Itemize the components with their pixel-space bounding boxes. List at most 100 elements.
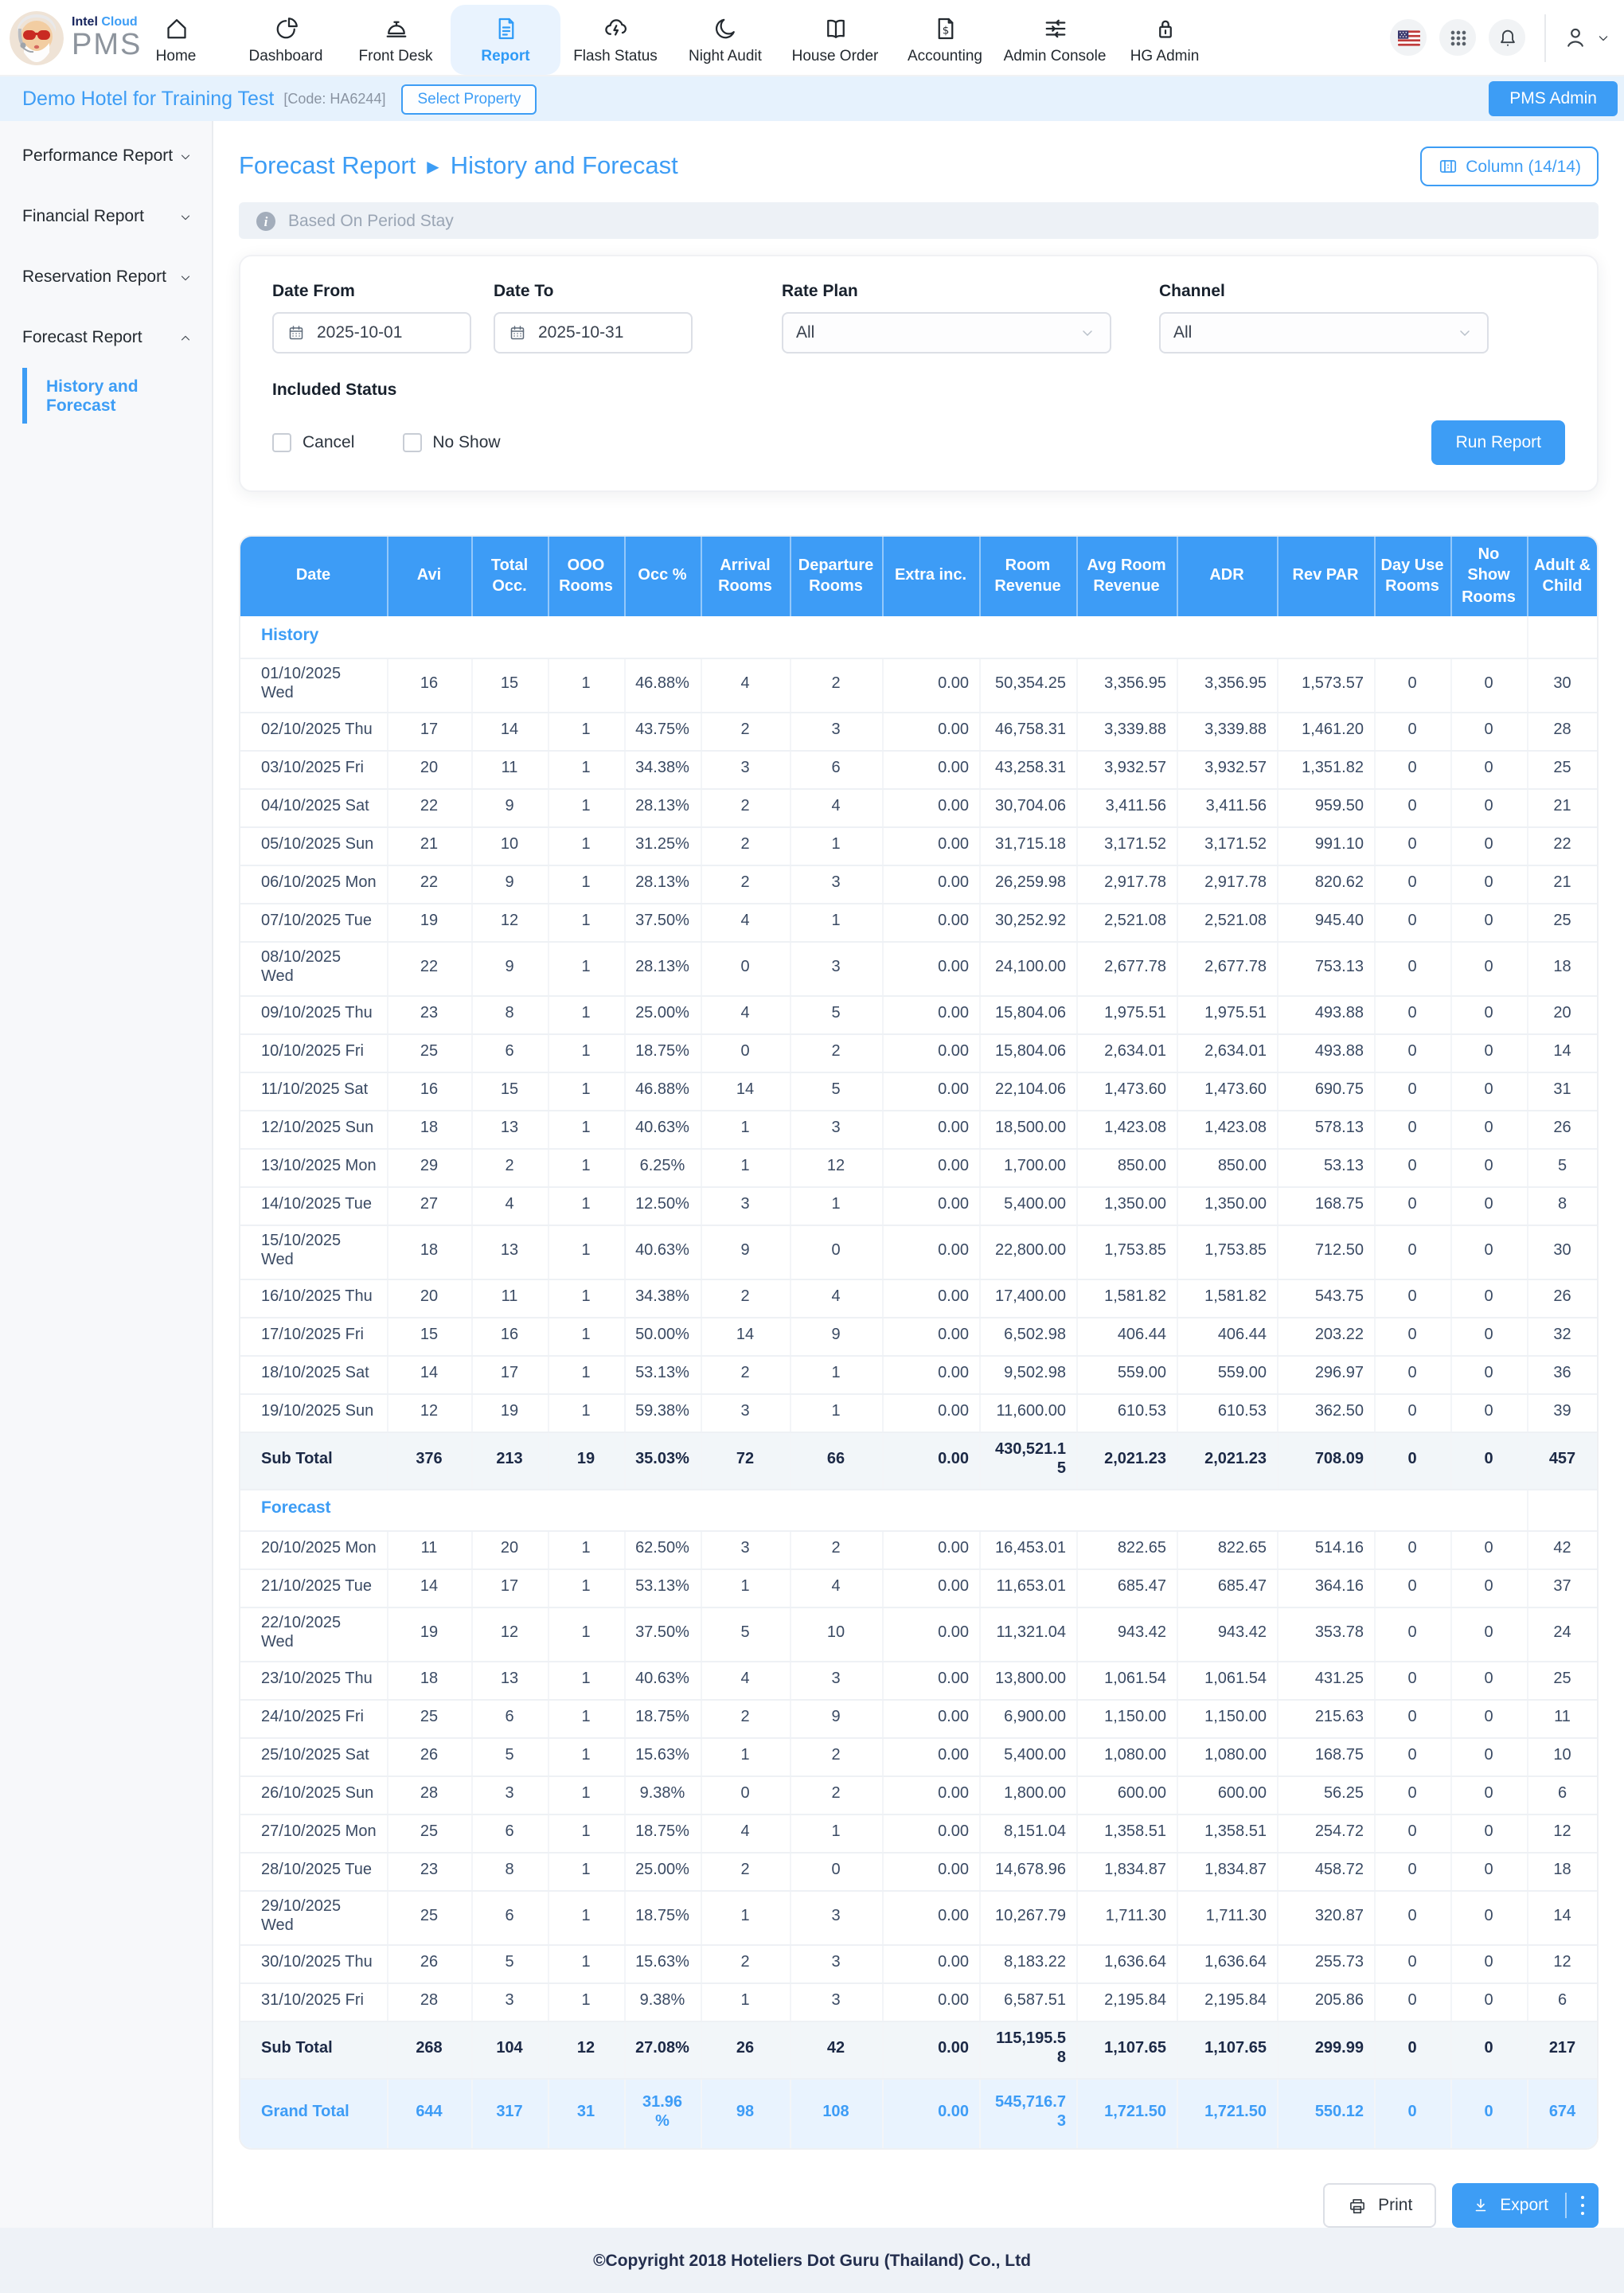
- nav-item-accounting[interactable]: $ Accounting: [890, 4, 1000, 74]
- cancel-checkbox[interactable]: Cancel: [272, 433, 354, 452]
- value-cell: 0: [1450, 1355, 1528, 1394]
- row-label-cell: 01/10/2025 Wed: [240, 658, 388, 713]
- nav-item-flash-status[interactable]: Flash Status: [560, 4, 670, 74]
- user-menu[interactable]: [1562, 24, 1611, 51]
- select-property-button[interactable]: Select Property: [401, 84, 537, 114]
- value-cell: 945.40: [1277, 903, 1375, 942]
- value-cell: 34.38%: [624, 750, 701, 789]
- nav-item-night-audit[interactable]: Night Audit: [670, 4, 780, 74]
- value-cell: 22,800.00: [979, 1225, 1077, 1279]
- value-cell: 28.13%: [624, 865, 701, 904]
- table-row: 25/10/2025 Sat 26 5 1 15.63% 1 2 0.00 5,400.00 1,…: [240, 1737, 1597, 1776]
- front-desk-icon: [381, 14, 410, 42]
- value-cell: 1,350.00: [1177, 1186, 1278, 1225]
- included-status-label: Included Status: [272, 381, 397, 400]
- value-cell: 0: [1374, 1530, 1451, 1569]
- value-cell: 14: [387, 1568, 472, 1607]
- value-cell: 6,900.00: [979, 1699, 1077, 1738]
- pms-admin-button[interactable]: PMS Admin: [1489, 81, 1618, 116]
- value-cell: 17,400.00: [979, 1279, 1077, 1318]
- printer-icon: [1349, 2198, 1364, 2213]
- value-cell: 18.75%: [624, 1033, 701, 1072]
- column-selector-button[interactable]: Column (14/14): [1419, 146, 1599, 186]
- rate-plan-select[interactable]: All: [782, 312, 1111, 354]
- value-cell: 0: [1374, 1699, 1451, 1738]
- value-cell: 14,678.96: [979, 1852, 1077, 1891]
- value-cell: 1: [548, 1982, 625, 2022]
- value-cell: 1: [548, 1944, 625, 1983]
- value-cell: 6: [790, 750, 883, 789]
- value-cell: 2: [701, 826, 791, 865]
- value-cell: 6: [471, 1699, 548, 1738]
- nav-item-house-order[interactable]: House Order: [780, 4, 890, 74]
- value-cell: 3,339.88: [1177, 712, 1278, 751]
- apps-grid-button[interactable]: [1439, 19, 1476, 56]
- value-cell: 62.50%: [624, 1530, 701, 1569]
- sidebar-item-forecast-report[interactable]: Forecast Report: [0, 307, 212, 368]
- value-cell: 5: [790, 1072, 883, 1111]
- value-cell: 1: [548, 1279, 625, 1318]
- column-header: Occ %: [624, 537, 701, 616]
- notifications-button[interactable]: [1489, 19, 1525, 56]
- sidebar-item-reservation-report[interactable]: Reservation Report: [0, 247, 212, 307]
- value-cell: 4: [701, 658, 791, 713]
- value-cell: 1: [548, 826, 625, 865]
- column-header: Avg Room Revenue: [1076, 537, 1177, 616]
- date-from-input[interactable]: 2025-10-01: [272, 312, 471, 354]
- value-cell: 0.00: [882, 1568, 980, 1607]
- accounting-icon: $: [931, 14, 959, 42]
- value-cell: 0: [1450, 865, 1528, 904]
- value-cell: 2,677.78: [1177, 941, 1278, 996]
- nav-item-front-desk[interactable]: Front Desk: [341, 4, 451, 74]
- sidebar-item-financial-report[interactable]: Financial Report: [0, 186, 212, 247]
- run-report-button[interactable]: Run Report: [1431, 420, 1565, 465]
- channel-field: Channel All: [1159, 282, 1489, 354]
- value-cell: 543.75: [1277, 1279, 1375, 1318]
- hotel-code: [Code: HA6244]: [283, 91, 386, 107]
- value-cell: 19: [471, 1393, 548, 1432]
- row-label-cell: 02/10/2025 Thu: [240, 712, 388, 751]
- export-button[interactable]: Export: [1452, 2196, 1564, 2215]
- value-cell: 30,704.06: [979, 788, 1077, 827]
- value-cell: 20: [471, 1530, 548, 1569]
- nav-item-home[interactable]: Home: [121, 4, 231, 74]
- sidebar-item-performance-report[interactable]: Performance Report: [0, 126, 212, 186]
- no-show-checkbox[interactable]: No Show: [402, 433, 501, 452]
- value-cell: 0: [1450, 941, 1528, 996]
- value-cell: 5: [471, 1944, 548, 1983]
- value-cell: 18.75%: [624, 1699, 701, 1738]
- value-cell: 254.72: [1277, 1814, 1375, 1853]
- channel-select[interactable]: All: [1159, 312, 1489, 354]
- value-cell: 20: [387, 1279, 472, 1318]
- sidebar-item-history-and-forecast[interactable]: History and Forecast: [22, 368, 212, 424]
- value-cell: 11,653.01: [979, 1568, 1077, 1607]
- value-cell: 6: [471, 1814, 548, 1853]
- row-label-cell: Grand Total: [240, 2078, 388, 2148]
- value-cell: 0: [1450, 2078, 1528, 2148]
- nav-item-report[interactable]: Report: [451, 4, 560, 74]
- value-cell: 1: [548, 1355, 625, 1394]
- value-cell: 1,573.57: [1277, 658, 1375, 713]
- date-to-input[interactable]: 2025-10-31: [494, 312, 693, 354]
- copyright-text: ©Copyright 2018 Hoteliers Dot Guru (Thai…: [593, 2251, 1031, 2270]
- value-cell: 22: [1527, 826, 1597, 865]
- value-cell: 25: [387, 1699, 472, 1738]
- value-cell: 0.00: [882, 1607, 980, 1662]
- value-cell: 0.00: [882, 1355, 980, 1394]
- nav-item-hg-admin[interactable]: HG Admin: [1110, 4, 1220, 74]
- row-label-cell: 25/10/2025 Sat: [240, 1737, 388, 1776]
- value-cell: 0: [1450, 1661, 1528, 1700]
- export-more-button[interactable]: [1566, 2193, 1599, 2217]
- value-cell: 0: [1374, 1110, 1451, 1149]
- value-cell: 0: [1450, 1814, 1528, 1853]
- print-button[interactable]: Print: [1322, 2183, 1437, 2228]
- language-flag-button[interactable]: [1390, 19, 1427, 56]
- value-cell: 1,061.54: [1076, 1661, 1177, 1700]
- nav-item-dashboard[interactable]: Dashboard: [231, 4, 341, 74]
- value-cell: 4: [701, 1814, 791, 1853]
- svg-text:$: $: [942, 23, 949, 36]
- value-cell: 2,917.78: [1177, 865, 1278, 904]
- value-cell: 0: [1374, 1355, 1451, 1394]
- value-cell: 0: [1374, 1944, 1451, 1983]
- nav-item-admin-console[interactable]: Admin Console: [1000, 4, 1110, 74]
